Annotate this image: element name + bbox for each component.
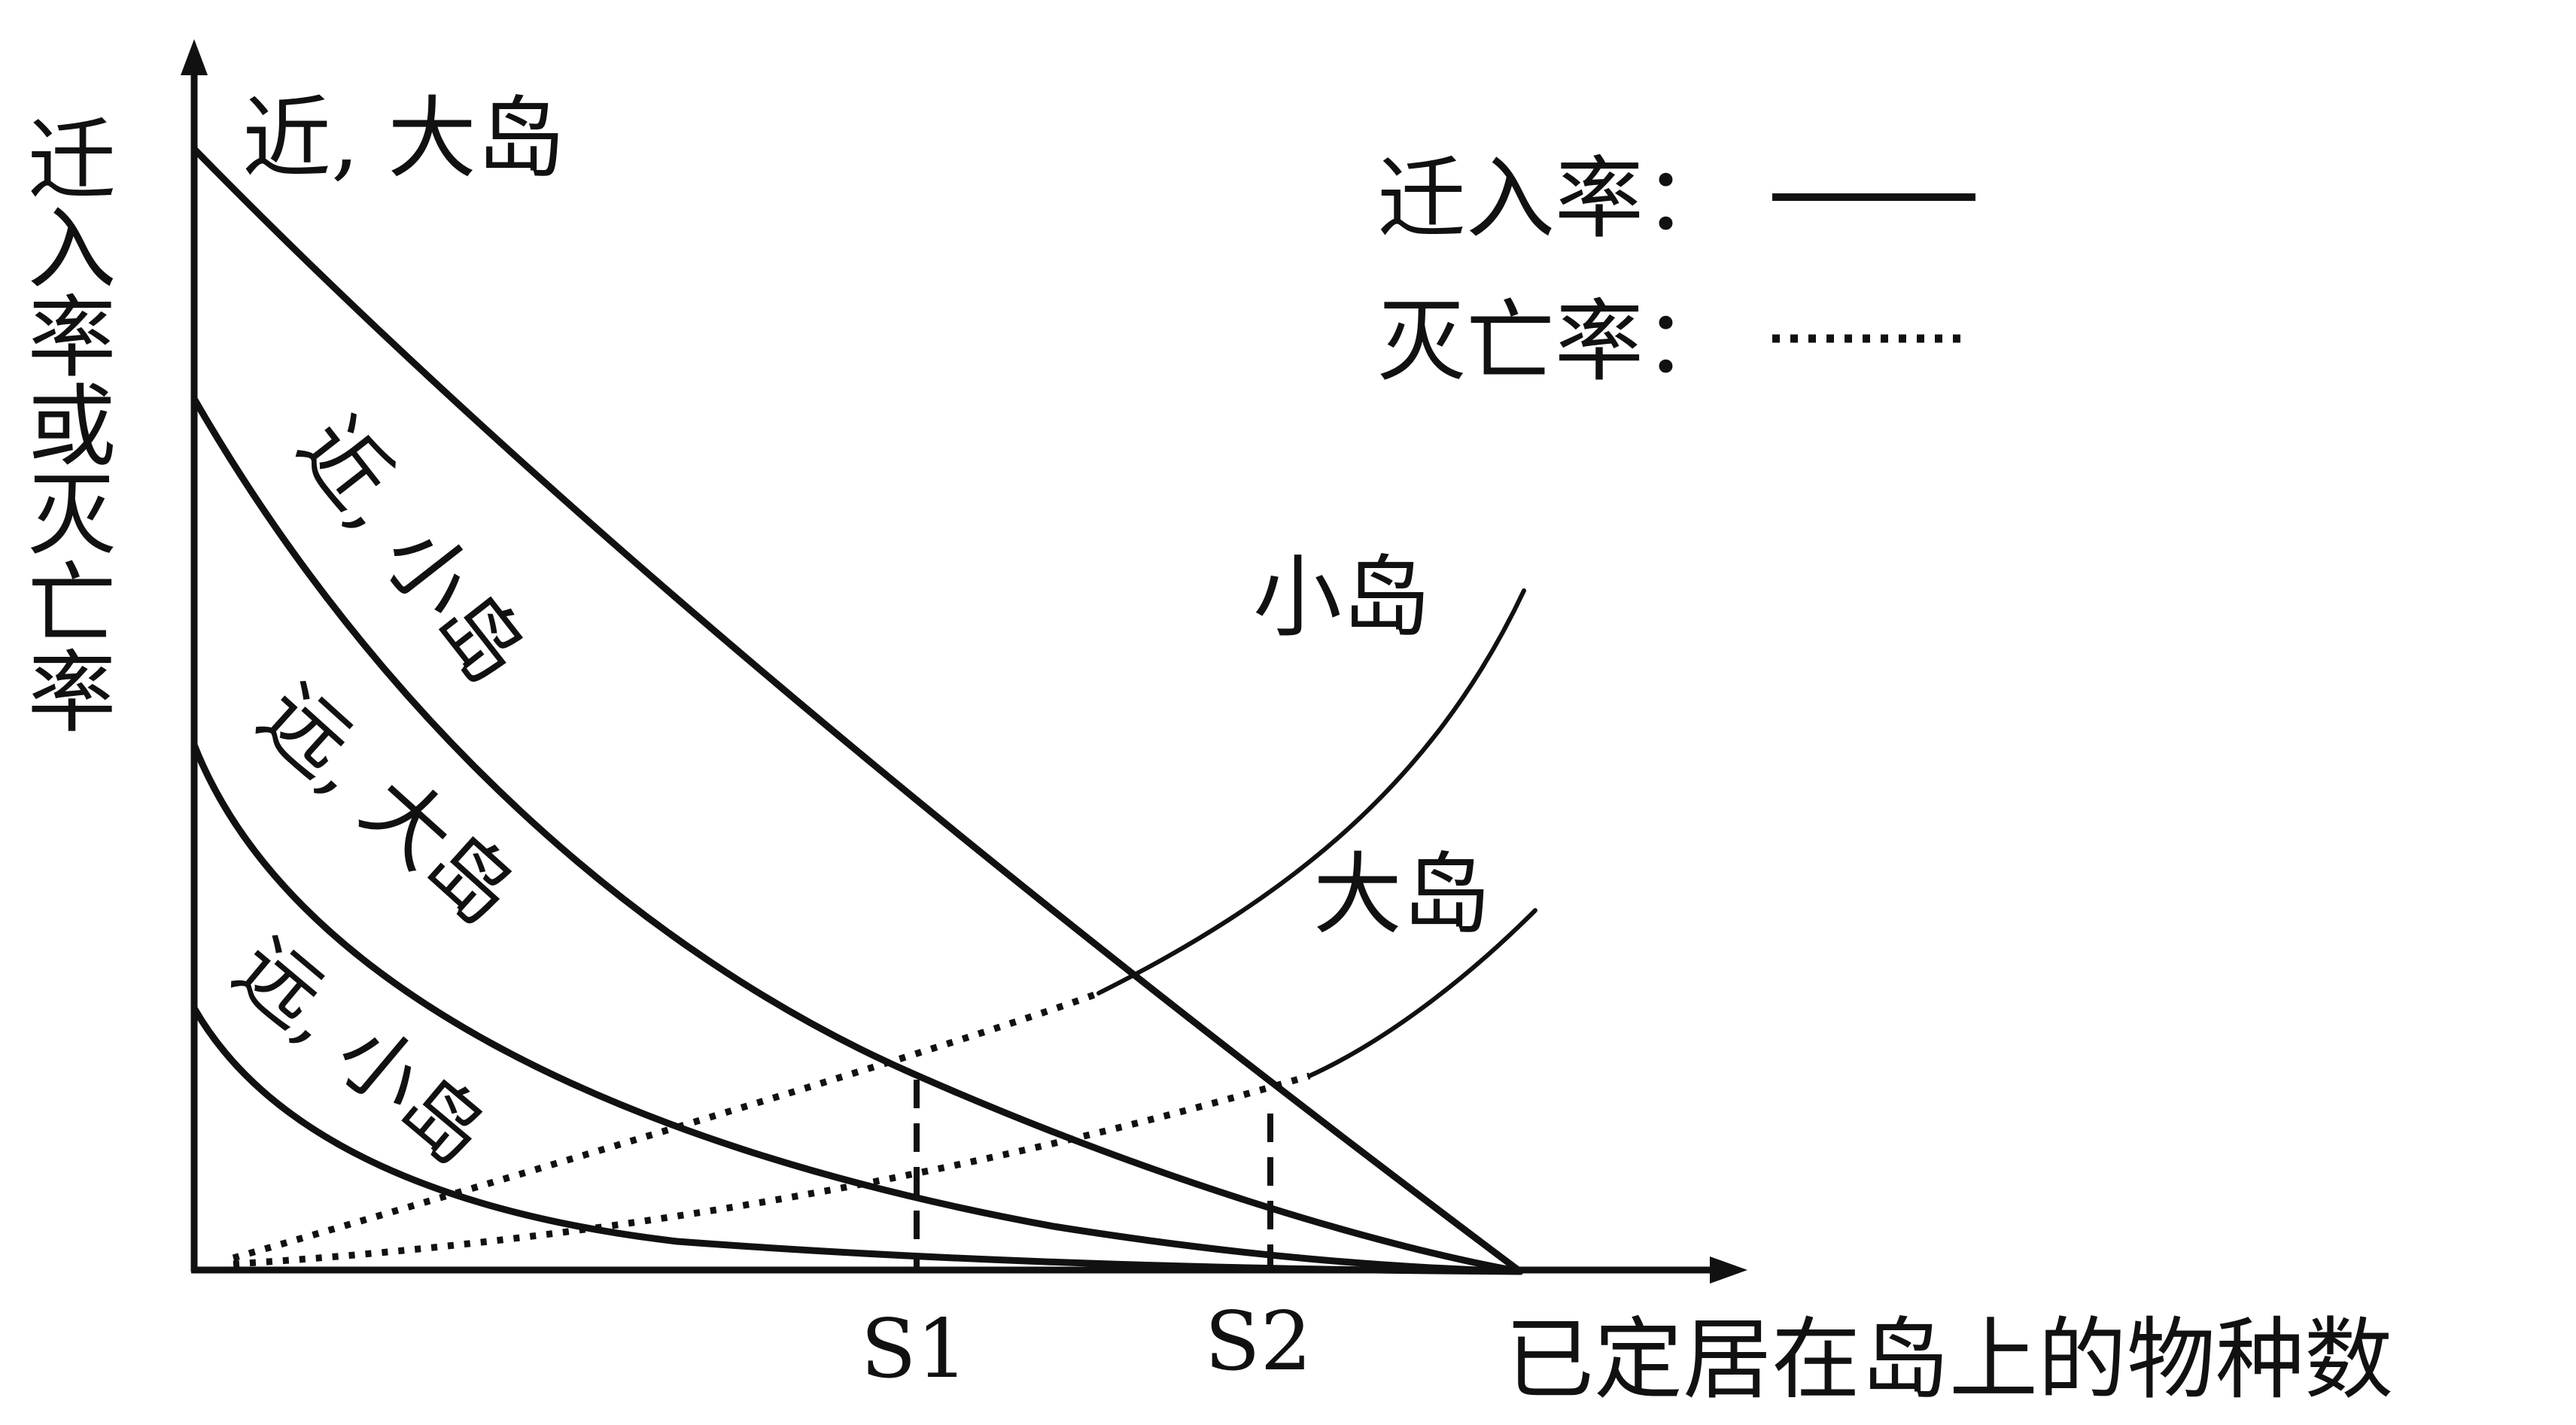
curve-near-small <box>190 395 1524 1275</box>
label-far-large: 远, 大岛 <box>241 666 534 943</box>
y-axis-arrow <box>181 39 208 75</box>
label-near-large: 近, 大岛 <box>242 87 565 190</box>
tick-label-s2: S2 <box>1205 1295 1312 1389</box>
legend-extinction-label: 灭亡率： <box>1377 290 1732 393</box>
x-axis-label: 已定居在岛上的物种数 <box>1505 1308 2393 1411</box>
label-large-island: 大岛 <box>1313 843 1491 946</box>
tick-label-s1: S1 <box>861 1302 969 1396</box>
curve-far-large <box>190 741 1524 1275</box>
curve-far-small <box>190 1004 1524 1275</box>
extinction-curves <box>232 989 1311 1268</box>
curve-extinction-large <box>233 1072 1311 1268</box>
curve-extinction-large-tail <box>1307 908 1537 1078</box>
curve-extinction-small-tail <box>1096 588 1526 995</box>
legend-immigration-label: 迁入率： <box>1377 147 1732 251</box>
equilibrium-lines <box>914 1080 1273 1270</box>
label-small-island: 小岛 <box>1253 545 1431 649</box>
x-axis-arrow <box>1710 1256 1747 1284</box>
extinction-curves-solid-tail <box>1096 588 1537 1078</box>
legend: 迁入率： 灭亡率： <box>1377 147 1975 393</box>
curve-extinction-small <box>232 989 1100 1262</box>
y-axis-label: 迁入率或灭亡率 <box>12 113 116 734</box>
